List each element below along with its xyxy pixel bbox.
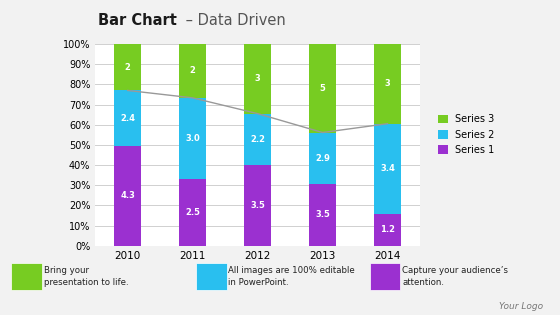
Bar <box>114 90 141 146</box>
Text: 2.5: 2.5 <box>185 208 200 217</box>
Bar <box>244 114 271 165</box>
Text: 2: 2 <box>190 66 195 76</box>
Text: 2.4: 2.4 <box>120 114 135 123</box>
Legend: Series 3, Series 2, Series 1: Series 3, Series 2, Series 1 <box>438 114 494 155</box>
Bar <box>309 44 336 133</box>
Text: All images are 100% editable
in PowerPoint.: All images are 100% editable in PowerPoi… <box>228 266 355 287</box>
Text: 3.0: 3.0 <box>185 134 200 143</box>
Bar <box>179 44 206 98</box>
Bar <box>309 133 336 184</box>
Bar <box>244 44 271 114</box>
Text: 4.3: 4.3 <box>120 192 135 200</box>
Bar <box>309 184 336 246</box>
FancyBboxPatch shape <box>370 263 400 290</box>
Bar <box>244 165 271 246</box>
Bar <box>114 146 141 246</box>
Bar <box>374 124 401 214</box>
Text: Your Logo: Your Logo <box>499 302 543 311</box>
Text: 1.2: 1.2 <box>380 225 395 234</box>
Bar <box>179 179 206 246</box>
Text: 2.9: 2.9 <box>315 154 330 163</box>
Text: 3: 3 <box>255 74 260 83</box>
Text: 3: 3 <box>385 79 390 89</box>
Text: 5: 5 <box>320 84 325 93</box>
FancyBboxPatch shape <box>11 263 42 290</box>
Bar <box>374 214 401 246</box>
Bar <box>114 44 141 90</box>
Text: Bring your
presentation to life.: Bring your presentation to life. <box>44 266 128 287</box>
Bar <box>374 44 401 124</box>
FancyBboxPatch shape <box>196 263 227 290</box>
Text: – Data Driven: – Data Driven <box>181 13 286 28</box>
Text: 3.4: 3.4 <box>380 164 395 173</box>
Text: Bar Chart: Bar Chart <box>98 13 177 28</box>
Bar <box>179 98 206 179</box>
Text: 2.2: 2.2 <box>250 135 265 144</box>
Text: Capture your audience’s
attention.: Capture your audience’s attention. <box>402 266 508 287</box>
Text: 2: 2 <box>125 63 130 72</box>
Text: 3.5: 3.5 <box>315 210 330 219</box>
Text: 3.5: 3.5 <box>250 201 265 210</box>
